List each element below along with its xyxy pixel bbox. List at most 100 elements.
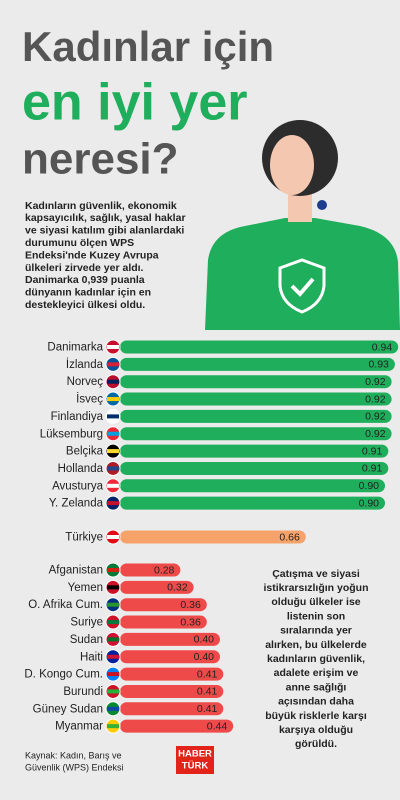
value-label: 0.41 [197, 703, 218, 715]
flag-stripe [107, 449, 119, 454]
intro-line: ve siyasi katılım gibi alanlardaki [25, 225, 184, 237]
country-label: Finlandiya [51, 411, 104, 423]
intro: Kadınların güvenlik, ekonomikkapsayıcılı… [25, 200, 186, 311]
country-label: O. Afrika Cum. [28, 599, 103, 611]
torso [205, 218, 400, 330]
logo-text: TÜRK [182, 761, 209, 772]
intro-line: Danimarka 0,939 puanla [25, 274, 145, 286]
bar [120, 632, 220, 646]
bar [120, 719, 234, 733]
value-label: 0.66 [279, 531, 300, 543]
flag-stripe [107, 414, 119, 419]
note-line: Çatışma ve siyasi [272, 568, 360, 580]
flag-stripe [107, 672, 119, 677]
value-label: 0.36 [180, 616, 201, 628]
bar [120, 615, 207, 629]
value-label: 0.41 [197, 686, 218, 698]
bar [120, 392, 392, 406]
bar [120, 580, 194, 594]
country-label: Yemen [68, 582, 103, 594]
value-label: 0.93 [368, 359, 389, 371]
bar [120, 598, 207, 612]
note-line: adalete erişim ve [274, 667, 359, 679]
logo-box [176, 746, 214, 774]
country-label: Suriye [70, 617, 103, 629]
value-label: 0.40 [194, 651, 215, 663]
bar [120, 444, 389, 458]
flag-stripe [107, 501, 119, 506]
value-label: 0.90 [359, 497, 380, 509]
title-line: Kadınlar için [22, 23, 274, 70]
value-label: 0.32 [167, 582, 188, 594]
country-label: Türkiye [65, 532, 103, 544]
country-label: Norveç [67, 376, 104, 388]
value-label: 0.90 [359, 480, 380, 492]
bar [120, 409, 392, 423]
logo-text: HABER [178, 749, 212, 760]
source: Kaynak: Kadın, Barış ve Güvenlik (WPS) En… [25, 750, 124, 772]
note-line: anne sağlığı [286, 681, 347, 693]
source-line: Kaynak: Kadın, Barış ve [25, 750, 122, 760]
note-line: kadınların güvenlik, [267, 653, 365, 665]
value-label: 0.92 [365, 376, 386, 388]
country-label: Belçika [66, 446, 104, 458]
bar [120, 427, 392, 441]
note-line: sıralarında yer [280, 625, 352, 637]
source-line: Güvenlik (WPS) Endeksi [25, 762, 124, 772]
note-line: listenin son [287, 610, 345, 622]
flag-stripe [107, 397, 119, 402]
bar [120, 667, 224, 681]
earring [317, 200, 327, 210]
value-label: 0.94 [372, 341, 393, 353]
intro-line: Kadınların güvenlik, ekonomik [25, 200, 177, 212]
country-label: Burundi [63, 686, 103, 698]
value-label: 0.36 [180, 599, 201, 611]
check [290, 277, 315, 297]
flag-stripe [107, 620, 119, 625]
country-label: Güney Sudan [33, 703, 103, 715]
flag-stripe [107, 483, 119, 488]
intro-line: Endeksi'nde Kuzey Avrupa [25, 249, 159, 261]
note-line: karşıya olduğu [279, 724, 353, 736]
bar [120, 375, 392, 389]
intro-line: destekleyici ülkesi oldu. [25, 299, 145, 311]
country-label: Haiti [80, 651, 103, 663]
country-label: Hollanda [58, 463, 104, 475]
bar [120, 702, 224, 716]
value-label: 0.44 [207, 720, 228, 732]
value-label: 0.28 [154, 564, 175, 576]
flag-stripe [107, 602, 119, 607]
intro-line: kapsayıcılık, sağlık, yasal haklar [25, 212, 186, 224]
bar [120, 479, 385, 493]
flag-stripe [107, 724, 119, 729]
value-label: 0.92 [365, 428, 386, 440]
country-label: D. Kongo Cum. [24, 669, 103, 681]
title-line: en iyi yer [22, 74, 247, 132]
flag-stripe [107, 379, 119, 384]
title-line: neresi? [22, 135, 179, 184]
note-line: alırken, bu ülkelerde [265, 639, 367, 651]
intro-line: dünyanın kadınlar için en [25, 287, 151, 299]
note-line: istikrarsızlığın yoğun [263, 582, 368, 594]
bar [120, 461, 389, 475]
country-label: Afganistan [49, 565, 103, 577]
value-label: 0.91 [362, 463, 383, 475]
country-label: İsveç [76, 393, 103, 406]
country-label: Avusturya [52, 480, 104, 492]
country-label: Sudan [70, 634, 103, 646]
bars: 0.94 Danimarka 0.93 İzlanda 0.92 Norveç 0.92 İs… [24, 339, 399, 734]
flag-stripe [107, 706, 119, 711]
flag-stripe [107, 345, 119, 349]
bar [120, 357, 395, 371]
bar [120, 684, 224, 698]
note-line: görüldü. [295, 738, 337, 750]
country-label: Myanmar [55, 721, 103, 733]
illustration [205, 120, 400, 330]
bar [120, 530, 306, 544]
note: Çatışma ve siyasi istikrarsızlığın yoğun o… [263, 568, 368, 750]
bar [120, 650, 220, 664]
value-label: 0.91 [362, 445, 383, 457]
